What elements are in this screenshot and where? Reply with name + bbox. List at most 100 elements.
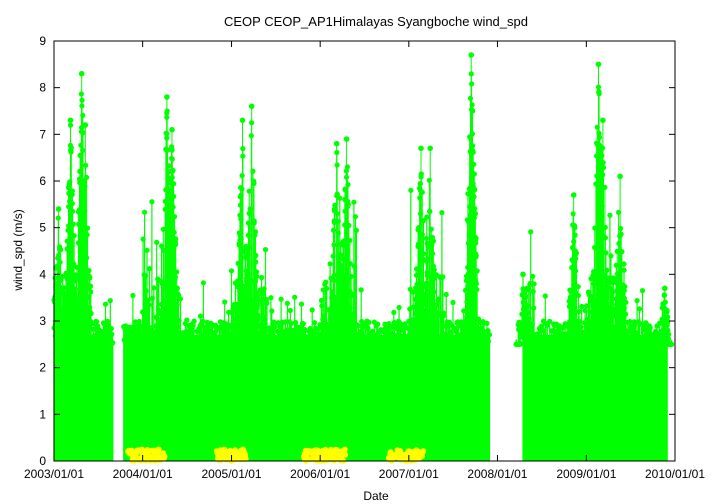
data-point <box>621 267 627 273</box>
data-point <box>423 281 429 287</box>
data-point <box>578 341 584 347</box>
data-point <box>65 227 71 233</box>
data-point <box>52 275 58 281</box>
data-point <box>142 209 148 215</box>
data-point <box>612 341 618 347</box>
y-tick-label: 2 <box>39 361 46 375</box>
data-point <box>590 302 596 308</box>
data-point <box>246 188 252 194</box>
data-point <box>588 341 594 347</box>
data-point <box>348 322 354 328</box>
data-point <box>622 330 628 336</box>
data-point <box>621 305 627 311</box>
data-point <box>468 193 474 199</box>
data-point <box>474 268 480 274</box>
series-line <box>123 190 491 461</box>
data-point <box>62 338 68 344</box>
data-point <box>163 331 169 337</box>
data-point <box>469 186 475 192</box>
data-point <box>598 225 604 231</box>
data-point <box>235 284 241 290</box>
peak-point <box>67 117 74 124</box>
data-point <box>570 211 576 217</box>
x-axis: 2003/01/01 2004/01/01 2005/01/01 2006/01/01… <box>24 41 705 481</box>
data-point <box>163 146 169 152</box>
data-point <box>80 187 86 193</box>
data-point <box>612 332 618 338</box>
data-point <box>658 341 664 347</box>
peak-cluster <box>327 140 347 347</box>
data-point <box>573 250 580 256</box>
data-point <box>253 304 260 310</box>
data-point <box>254 269 260 275</box>
data-point <box>163 341 169 347</box>
data-point <box>163 130 169 136</box>
data-point <box>144 247 150 253</box>
data-point <box>342 452 349 458</box>
data-point <box>566 298 572 304</box>
peak-cluster <box>51 206 68 347</box>
data-point <box>70 221 76 227</box>
data-point <box>575 292 582 299</box>
data-point <box>523 341 529 347</box>
data-point <box>235 260 241 266</box>
y-tick-label: 1 <box>39 407 46 421</box>
peak-cluster <box>655 285 675 347</box>
data-point <box>77 278 84 285</box>
data-point <box>603 250 609 256</box>
series-low-values <box>125 446 168 464</box>
data-point <box>84 174 90 180</box>
y-tick-label: 6 <box>39 174 46 188</box>
data-point <box>80 112 86 118</box>
data-point <box>160 226 166 232</box>
data-point <box>331 219 337 226</box>
data-point <box>350 341 356 347</box>
data-point <box>419 189 425 195</box>
data-point <box>577 329 583 336</box>
data-point <box>236 241 242 247</box>
data-point <box>516 319 522 325</box>
x-tick-label: 2004/01/01 <box>113 467 173 481</box>
data-point <box>62 322 68 328</box>
data-point <box>432 312 438 318</box>
data-point <box>420 448 427 454</box>
series-line <box>522 197 668 461</box>
data-point <box>338 262 344 268</box>
data-point <box>339 287 345 293</box>
data-point <box>338 307 344 313</box>
data-point <box>624 341 630 347</box>
data-point <box>330 253 336 259</box>
data-point <box>349 314 355 320</box>
data-point <box>412 310 418 317</box>
data-point <box>564 341 570 347</box>
data-point <box>593 341 599 347</box>
data-point <box>607 212 613 218</box>
data-point <box>163 187 169 193</box>
data-point <box>75 341 81 347</box>
x-tick-label: 2008/01/01 <box>467 467 527 481</box>
data-point <box>517 340 523 346</box>
data-point <box>471 161 477 167</box>
data-point <box>232 341 238 347</box>
data-point <box>576 308 582 315</box>
peak-point <box>78 70 85 77</box>
data-point <box>613 262 619 268</box>
data-point <box>331 206 337 212</box>
peak-cluster <box>162 126 182 347</box>
data-point <box>245 220 251 226</box>
data-point <box>332 202 338 208</box>
data-point <box>339 323 345 329</box>
data-point <box>417 180 423 187</box>
data-point <box>476 341 482 347</box>
data-point <box>89 339 95 345</box>
data-point <box>593 181 599 187</box>
peak-point <box>164 94 170 100</box>
peak-point <box>169 126 175 133</box>
data-point <box>519 292 525 298</box>
data-point <box>75 209 81 215</box>
series-low-values <box>385 447 427 464</box>
data-point <box>58 247 64 253</box>
data-point <box>342 446 348 453</box>
data-point <box>408 187 414 193</box>
